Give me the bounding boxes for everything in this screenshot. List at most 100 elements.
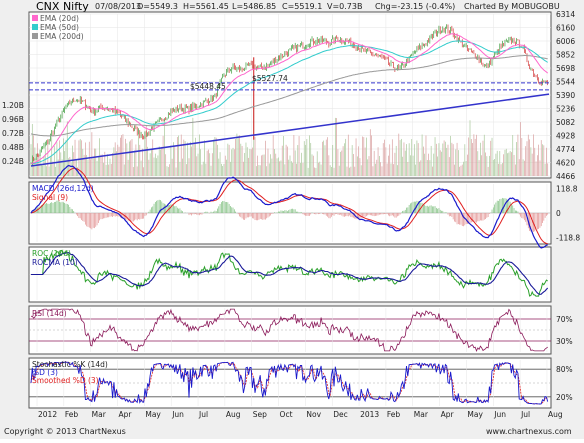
volume-bar <box>139 145 140 176</box>
volume-bar <box>171 145 172 176</box>
macd-histogram-bar <box>286 210 287 213</box>
volume-bar <box>168 167 169 176</box>
volume-bar <box>98 157 99 176</box>
volume-bar <box>264 155 265 176</box>
volume-bar <box>411 139 412 176</box>
macd-histogram-bar <box>189 213 190 215</box>
macd-histogram-bar <box>68 205 69 213</box>
month-label: Jul <box>520 410 530 419</box>
macd-histogram-bar <box>261 213 262 219</box>
volume-bar <box>246 143 247 176</box>
macd-histogram-bar <box>71 209 72 213</box>
macd-histogram-bar <box>66 204 67 213</box>
volume-bar <box>545 164 546 176</box>
volume-bar <box>81 140 82 176</box>
volume-bar <box>107 154 108 176</box>
volume-bar <box>239 135 240 176</box>
volume-bar <box>222 166 223 176</box>
volume-bar <box>67 121 68 176</box>
volume-bar <box>44 156 45 176</box>
volume-bar <box>314 168 315 176</box>
volume-bar <box>216 138 217 176</box>
volume-bar <box>537 155 538 176</box>
volume-bar <box>268 149 269 176</box>
macd-histogram-bar <box>299 212 300 213</box>
volume-bar <box>277 158 278 176</box>
month-label: Jun <box>493 410 506 419</box>
macd-histogram-bar <box>497 201 498 213</box>
macd-histogram-bar <box>389 213 390 216</box>
macd-histogram-bar <box>330 213 331 218</box>
volume-bar <box>235 139 236 176</box>
volume-bar <box>486 156 487 176</box>
macd-histogram-bar <box>301 212 302 213</box>
volume-bar <box>336 118 337 176</box>
macd-histogram-bar <box>523 213 524 219</box>
macd-histogram-bar <box>316 213 317 214</box>
volume-bar <box>167 166 168 176</box>
volume-bar <box>375 164 376 176</box>
macd-histogram-bar <box>233 208 234 213</box>
macd-histogram-bar <box>331 213 332 217</box>
volume-bar <box>295 150 296 176</box>
price-tick-label: 4466 <box>556 172 575 181</box>
volume-bar <box>142 149 143 176</box>
volume-bar <box>440 150 441 176</box>
volume-bar <box>542 144 543 176</box>
macd-histogram-bar <box>428 207 429 213</box>
macd-histogram-bar <box>400 213 401 215</box>
volume-bar <box>64 151 65 176</box>
macd-histogram-bar <box>542 213 543 223</box>
volume-bar <box>467 155 468 176</box>
macd-histogram-bar <box>246 213 247 218</box>
volume-bar <box>507 153 508 176</box>
macd-histogram-bar <box>191 213 192 215</box>
volume-bar <box>238 136 239 176</box>
macd-histogram-bar <box>142 213 143 219</box>
volume-bar <box>220 152 221 176</box>
month-label: Dec <box>333 410 348 419</box>
volume-bar <box>111 164 112 176</box>
volume-bar <box>225 156 226 176</box>
macd-histogram-bar <box>44 204 45 213</box>
legend-swatch <box>32 33 38 39</box>
macd-histogram-bar <box>136 213 137 219</box>
macd-histogram-bar <box>340 213 341 215</box>
month-label: Feb <box>387 410 401 419</box>
volume-bar <box>242 146 243 176</box>
macd-histogram-bar <box>211 212 212 213</box>
macd-histogram-bar <box>344 213 345 217</box>
volume-bar <box>325 145 326 176</box>
volume-bar <box>202 165 203 176</box>
volume-bar <box>546 148 547 176</box>
volume-bar <box>445 142 446 176</box>
volume-bar <box>279 161 280 176</box>
volume-bar <box>331 167 332 176</box>
macd-histogram-bar <box>141 213 142 219</box>
macd-histogram-bar <box>90 213 91 228</box>
macd-histogram-bar <box>177 208 178 213</box>
macd-histogram-bar <box>347 213 348 216</box>
macd-histogram-bar <box>266 213 267 218</box>
volume-bar <box>332 145 333 176</box>
macd-histogram-bar <box>375 213 376 216</box>
macd-histogram-bar <box>79 213 80 218</box>
macd-histogram-bar <box>405 210 406 213</box>
macd-histogram-bar <box>224 201 225 213</box>
macd-histogram-bar <box>537 213 538 229</box>
macd-histogram-bar <box>235 212 236 213</box>
volume-bar <box>380 162 381 176</box>
macd-histogram-bar <box>282 211 283 213</box>
volume-bar <box>356 138 357 176</box>
volume-bar <box>378 147 379 176</box>
volume-bar <box>226 160 227 176</box>
volume-bar <box>305 145 306 176</box>
macd-histogram-bar <box>532 213 533 231</box>
volume-bar <box>148 160 149 176</box>
macd-histogram-bar <box>446 212 447 213</box>
volume-bar <box>488 167 489 176</box>
volume-bar <box>294 135 295 176</box>
volume-bar <box>194 143 195 176</box>
volume-bar <box>480 143 481 176</box>
macd-histogram-bar <box>84 213 85 222</box>
